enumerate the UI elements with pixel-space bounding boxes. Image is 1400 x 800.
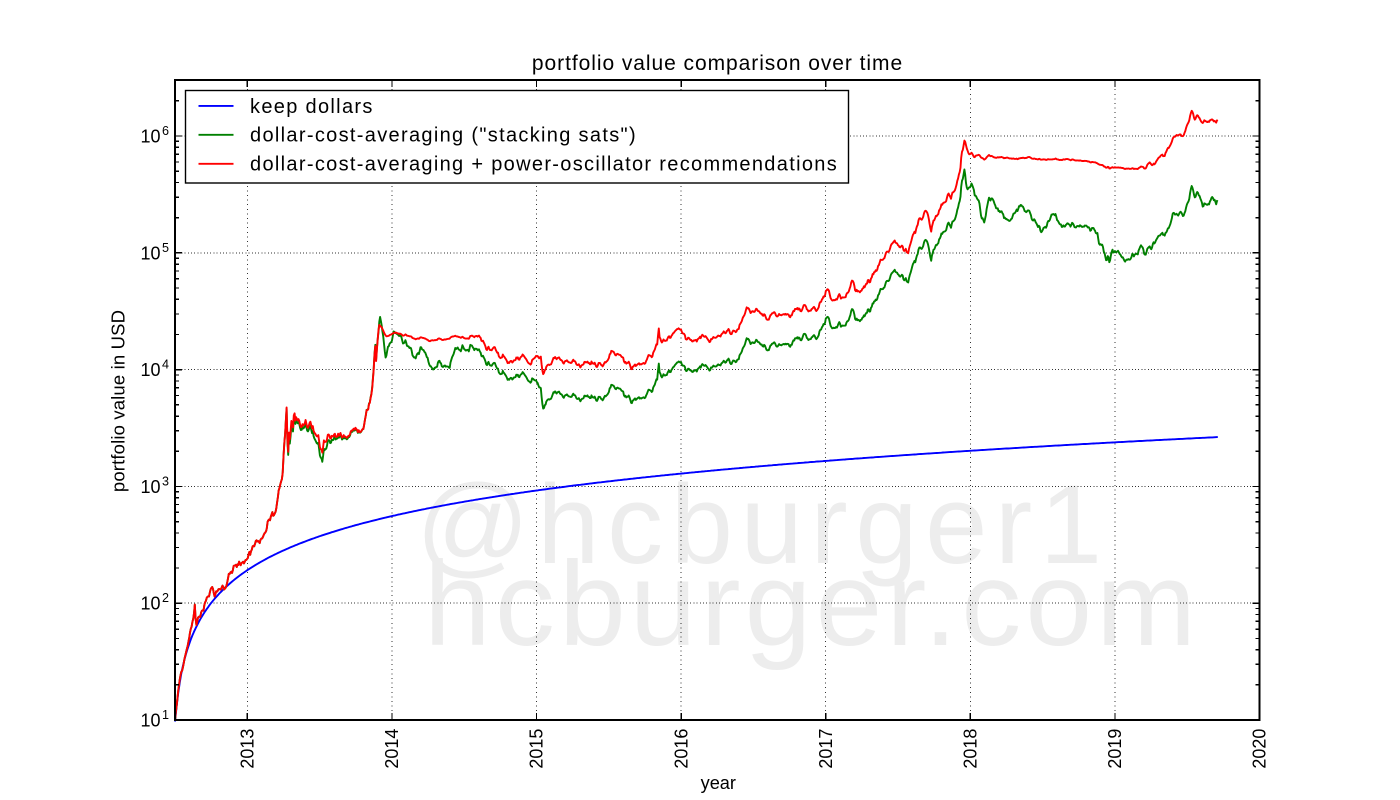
svg-text:10: 10 [140,711,160,731]
svg-text:2019: 2019 [1105,729,1125,769]
svg-text:hcburger.com: hcburger.com [424,537,1200,671]
svg-text:2014: 2014 [382,729,402,769]
svg-text:year: year [701,773,736,793]
svg-text:keep dollars: keep dollars [250,96,374,118]
svg-text:dollar-cost-averaging ("stacki: dollar-cost-averaging ("stacking sats") [250,125,637,147]
svg-text:6: 6 [162,124,169,138]
svg-text:1: 1 [162,708,169,722]
svg-text:10: 10 [140,594,160,614]
svg-text:2020: 2020 [1250,729,1270,769]
svg-text:5: 5 [162,241,169,255]
svg-text:2013: 2013 [238,729,258,769]
svg-text:3: 3 [162,474,169,488]
svg-text:dollar-cost-averaging + power-: dollar-cost-averaging + power-oscillator… [250,154,838,176]
svg-text:2016: 2016 [671,729,691,769]
svg-text:portfolio value in USD: portfolio value in USD [108,310,129,492]
svg-text:2015: 2015 [527,729,547,769]
svg-text:2018: 2018 [961,729,981,769]
svg-text:@hcburger1: @hcburger1 [416,462,1110,587]
svg-text:portfolio value comparison ove: portfolio value comparison over time [532,52,903,75]
svg-text:10: 10 [140,477,160,497]
svg-text:10: 10 [140,243,160,263]
svg-text:2017: 2017 [816,729,836,769]
svg-text:10: 10 [140,360,160,380]
svg-text:4: 4 [162,358,169,372]
svg-text:10: 10 [140,127,160,147]
svg-text:2: 2 [162,591,169,605]
